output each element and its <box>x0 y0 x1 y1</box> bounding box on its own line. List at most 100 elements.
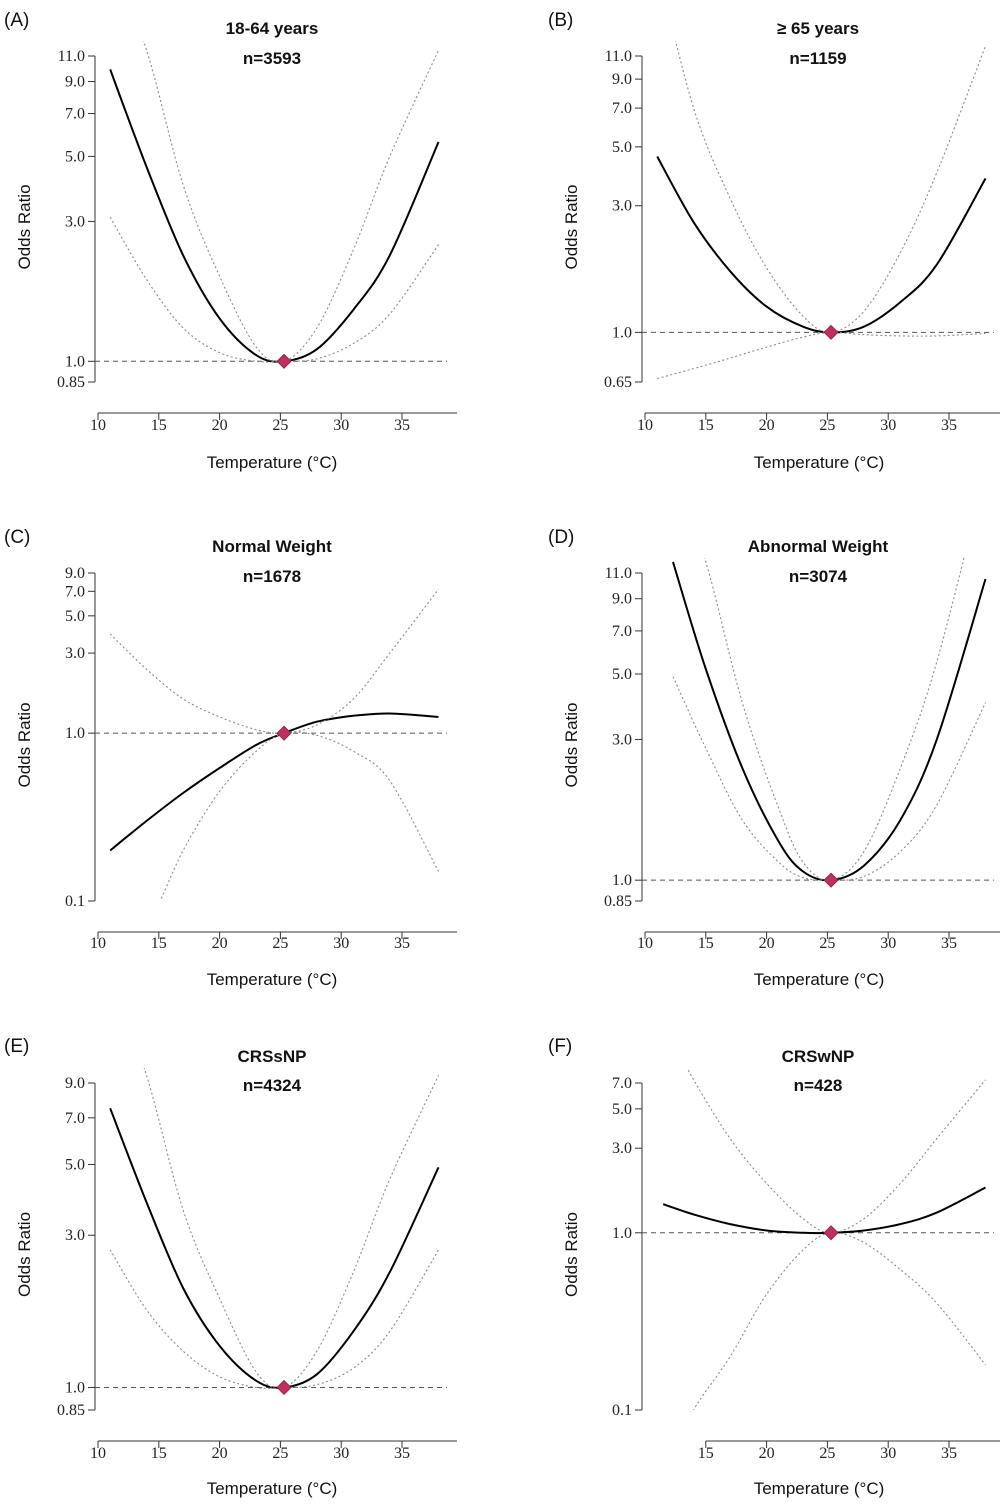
x-tick-label: 20 <box>212 417 228 434</box>
panel-title: ≥ 65 years <box>777 19 859 38</box>
x-axis-label: Temperature (°C) <box>207 970 338 989</box>
series-line-estimate <box>109 1107 440 1389</box>
panel-sample-size: n=3074 <box>789 567 848 586</box>
series-line-estimate <box>672 561 987 882</box>
y-tick-label: 3.0 <box>65 1227 85 1244</box>
y-axis-label: Odds Ratio <box>15 702 34 787</box>
panel-letter: (D) <box>548 527 574 548</box>
panel-title: Abnormal Weight <box>748 537 889 556</box>
y-tick-label: 11.0 <box>605 48 632 65</box>
series-line-estimate <box>662 1186 986 1235</box>
panel-sample-size: n=1678 <box>243 567 301 586</box>
y-tick-label: 0.85 <box>604 893 632 910</box>
y-tick-label: 9.0 <box>612 71 632 88</box>
series-line-ci-upper <box>686 1068 986 1234</box>
series-group <box>662 1068 986 1410</box>
x-tick-label: 10 <box>90 935 106 952</box>
y-tick-label: 5.0 <box>612 666 632 683</box>
y-tick-label: 7.0 <box>65 1110 85 1127</box>
minimum-temperature-marker <box>823 324 839 340</box>
minimum-temperature-marker <box>823 872 839 888</box>
panel-sample-size: n=3593 <box>243 49 301 68</box>
series-group <box>109 1068 440 1390</box>
x-tick-label: 10 <box>90 417 106 434</box>
x-tick-label: 25 <box>272 417 288 434</box>
y-tick-label: 1.0 <box>612 1225 632 1242</box>
chart-panel-f: (F) CRSwNP n=428 0.1 1.0 3.0 5.0 7.0 15 20 25 30 35 T… <box>548 1036 1000 1498</box>
chart-panel-c: (C) Normal Weight n=1678 0.1 1.0 3.0 5.0 7.09.0… <box>4 527 457 989</box>
series-line-ci-lower <box>672 676 986 881</box>
x-tick-label: 20 <box>759 1445 775 1462</box>
x-tick-label: 15 <box>698 1445 714 1462</box>
y-tick-label: 5.0 <box>65 148 85 165</box>
y-tick-label: 3.0 <box>612 198 632 215</box>
panel-title: 18-64 years <box>226 19 319 38</box>
x-tick-label: 15 <box>151 417 167 434</box>
x-tick-label: 20 <box>212 935 228 952</box>
x-axis-label: Temperature (°C) <box>754 453 885 472</box>
panel-letter: (C) <box>4 527 30 548</box>
y-tick-label: 0.85 <box>57 374 85 391</box>
x-tick-label: 10 <box>637 417 653 434</box>
series-line-ci-upper <box>675 41 987 333</box>
panel-letter: (A) <box>4 10 29 31</box>
y-tick-label: 0.1 <box>65 893 85 910</box>
chart-panel-a: (A) 18-64 years n=3593 0.85 1.0 3.0 5.0 7.0 9.0 1… <box>4 10 457 472</box>
panel-title: CRSsNP <box>238 1047 307 1066</box>
series-line-estimate <box>109 712 439 852</box>
panel-letter: (F) <box>548 1036 572 1057</box>
x-tick-label: 30 <box>333 935 349 952</box>
y-tick-label: 3.0 <box>65 213 85 230</box>
y-tick-label: 1.0 <box>65 725 85 742</box>
y-tick-label: 5.0 <box>65 608 85 625</box>
y-tick-label: 0.1 <box>612 1402 632 1419</box>
y-axis-label: Odds Ratio <box>562 1212 581 1297</box>
y-tick-label: 0.85 <box>57 1402 85 1419</box>
x-axis-label: Temperature (°C) <box>207 453 338 472</box>
series-group <box>109 41 440 363</box>
series-group <box>672 558 987 882</box>
x-tick-label: 35 <box>941 417 957 434</box>
series-line-ci-lower <box>159 731 439 901</box>
x-tick-label: 15 <box>698 417 714 434</box>
y-tick-label: 0.65 <box>604 374 632 391</box>
y-tick-label: 5.0 <box>65 1156 85 1173</box>
y-tick-label: 1.0 <box>65 1379 85 1396</box>
y-tick-label: 1.0 <box>65 353 85 370</box>
series-line-ci-lower <box>109 1249 439 1389</box>
series-line-ci-upper <box>143 1068 439 1390</box>
x-tick-label: 15 <box>151 935 167 952</box>
x-tick-label: 35 <box>941 1445 957 1462</box>
panel-title: CRSwNP <box>782 1047 855 1066</box>
series-line-ci-upper <box>704 558 965 881</box>
y-tick-label: 3.0 <box>612 731 632 748</box>
x-axis-label: Temperature (°C) <box>754 970 885 989</box>
x-tick-label: 30 <box>880 417 896 434</box>
y-tick-label: 7.0 <box>612 100 632 117</box>
y-tick-label: 9.0 <box>65 74 85 91</box>
x-axis-label: Temperature (°C) <box>754 1479 885 1498</box>
y-tick-label: 11.0 <box>605 565 632 582</box>
series-line-ci-lower <box>657 331 986 380</box>
x-tick-label: 20 <box>212 1445 228 1462</box>
x-tick-label: 30 <box>880 935 896 952</box>
x-tick-label: 10 <box>90 1445 106 1462</box>
panel-title: Normal Weight <box>212 537 332 556</box>
y-tick-label: 11.0 <box>58 48 85 65</box>
y-tick-label: 9.0 <box>612 591 632 608</box>
x-axis-label: Temperature (°C) <box>207 1479 338 1498</box>
panel-sample-size: n=4324 <box>243 1076 302 1095</box>
series-line-estimate <box>656 156 987 334</box>
minimum-temperature-marker <box>276 353 292 369</box>
panel-letter: (E) <box>4 1036 29 1057</box>
x-tick-label: 15 <box>151 1445 167 1462</box>
minimum-temperature-marker <box>276 725 292 741</box>
x-tick-label: 15 <box>698 935 714 952</box>
x-tick-label: 20 <box>759 417 775 434</box>
x-tick-label: 25 <box>819 1445 835 1462</box>
y-tick-label: 1.0 <box>612 324 632 341</box>
x-tick-label: 35 <box>394 935 410 952</box>
x-tick-label: 25 <box>819 417 835 434</box>
y-tick-label: 5.0 <box>612 1101 632 1118</box>
y-tick-label: 7.0 <box>612 623 632 640</box>
